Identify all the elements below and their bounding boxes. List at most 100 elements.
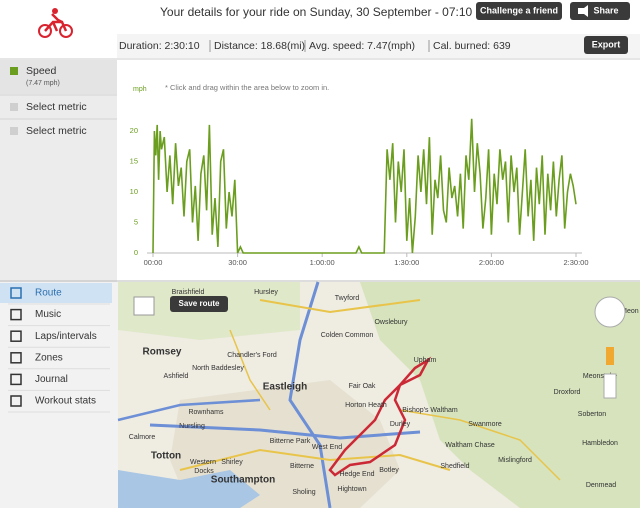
map-road	[179, 448, 451, 471]
y-tick-label: 0	[134, 248, 138, 257]
map-label: Upham	[414, 357, 437, 364]
map-label: Docks	[194, 468, 214, 475]
map-label: Totton	[151, 451, 181, 462]
map-road	[117, 398, 261, 422]
map-label: Braishfield	[172, 289, 205, 296]
pegman[interactable]	[606, 347, 614, 365]
map-label: Bishop's Waltham	[402, 407, 458, 414]
x-tick-label: 2:00:00	[479, 258, 504, 267]
x-tick-label: 1:00:00	[310, 258, 335, 267]
map-label: Western	[190, 459, 216, 466]
header-button-label[interactable]: Share	[593, 5, 618, 15]
map-label: Southampton	[211, 475, 275, 486]
metric-name[interactable]: Speed	[26, 65, 57, 77]
map-label: West End	[312, 444, 342, 451]
metric-name[interactable]: Select metric	[26, 125, 87, 137]
nav-icon	[10, 352, 22, 364]
header-button[interactable]	[570, 2, 630, 20]
y-axis-label: mph	[133, 86, 147, 93]
map-label: Durley	[390, 421, 411, 428]
map-label: Rownhams	[188, 409, 224, 416]
map-road	[149, 423, 421, 440]
map-label: Ashfield	[164, 373, 189, 380]
map-label: Hambledon	[582, 440, 618, 447]
y-tick-label: 15	[130, 156, 138, 165]
map-label: Meonstoke	[583, 373, 617, 380]
map-route	[328, 356, 432, 477]
stat: Cal. burned: 639	[433, 40, 511, 52]
map-label: Nursling	[179, 423, 205, 430]
map-label: Chandler's Ford	[227, 352, 277, 359]
map-label: Colden Common	[321, 332, 374, 339]
nav-active[interactable]	[0, 283, 112, 303]
map-label: Horton Heath	[345, 402, 387, 409]
map-label: Droxford	[554, 389, 581, 396]
metric-swatch	[10, 103, 18, 111]
chart-bg[interactable]	[117, 60, 640, 282]
map-road	[229, 329, 271, 411]
map-water	[118, 470, 260, 508]
map-label: Shedfield	[440, 463, 469, 470]
map-label: Hursley	[254, 289, 278, 296]
nav-icon	[10, 373, 22, 386]
nav-icon	[10, 308, 22, 321]
map-label: Hightown	[337, 486, 366, 493]
pan-control[interactable]	[594, 296, 626, 328]
map-label: Soberton	[578, 411, 607, 418]
nav-icon	[10, 330, 22, 342]
logo-wheel	[38, 24, 52, 38]
map-label: Owslebury	[374, 319, 408, 326]
export-button[interactable]	[584, 36, 628, 54]
save-route-label[interactable]: Save route	[179, 299, 220, 308]
metric-name[interactable]: Select metric	[26, 101, 87, 113]
nav-icon	[10, 395, 22, 407]
page-title: Your details for your ride on Sunday, 30…	[160, 5, 473, 19]
select-tool[interactable]	[133, 296, 155, 316]
metric-detail: (7.47 mph)	[26, 80, 60, 87]
map-label: Denmead	[586, 482, 616, 489]
map-label: Mislingford	[498, 457, 532, 464]
chart-note: * Click and drag within the area below t…	[165, 83, 329, 92]
logo-head	[52, 8, 58, 14]
map-road	[399, 409, 561, 481]
header-button-label[interactable]: Challenge a friend	[480, 5, 558, 15]
map-label: Waltham Chase	[445, 442, 495, 449]
header-button[interactable]	[476, 2, 562, 20]
share-icon	[578, 5, 588, 17]
x-tick-label: 00:00	[144, 258, 163, 267]
save-route-button[interactable]	[170, 296, 228, 312]
nav-item[interactable]: Route	[35, 288, 62, 299]
nav-item[interactable]: Zones	[35, 352, 63, 363]
nav-item[interactable]: Music	[35, 309, 61, 320]
map-label: Hedge End	[339, 471, 374, 478]
map-road	[259, 299, 421, 314]
nav-item[interactable]: Workout stats	[35, 396, 96, 407]
y-tick-label: 20	[130, 126, 138, 135]
map-green	[360, 282, 640, 508]
map-label: Sholing	[292, 489, 315, 496]
map-label: Calmore	[129, 434, 156, 441]
nav-item[interactable]: Laps/intervals	[35, 331, 97, 342]
y-tick-label: 5	[134, 217, 138, 226]
map-label: North Baddesley	[192, 365, 244, 372]
logo-wheel	[59, 24, 73, 38]
map-label: Twyford	[335, 295, 360, 302]
export-label[interactable]: Export	[592, 39, 621, 49]
y-tick-label: 10	[130, 187, 138, 196]
metric-row[interactable]	[0, 60, 117, 94]
map-road	[288, 281, 332, 508]
nav-item[interactable]: Journal	[35, 374, 68, 385]
stats-bar	[117, 34, 640, 58]
map-label: Shirley	[221, 459, 243, 466]
map-label: Fair Oak	[349, 383, 376, 390]
metrics-panel	[0, 60, 117, 282]
speed-line	[152, 118, 577, 254]
zoom-control[interactable]	[603, 373, 617, 399]
map-label: Romsey	[143, 347, 182, 358]
metric-swatch	[10, 67, 18, 75]
nav-icon	[10, 287, 22, 299]
map-label: Swanmore	[468, 421, 502, 428]
map-label: Botley	[379, 467, 399, 474]
x-tick-label: 30:00	[228, 258, 247, 267]
